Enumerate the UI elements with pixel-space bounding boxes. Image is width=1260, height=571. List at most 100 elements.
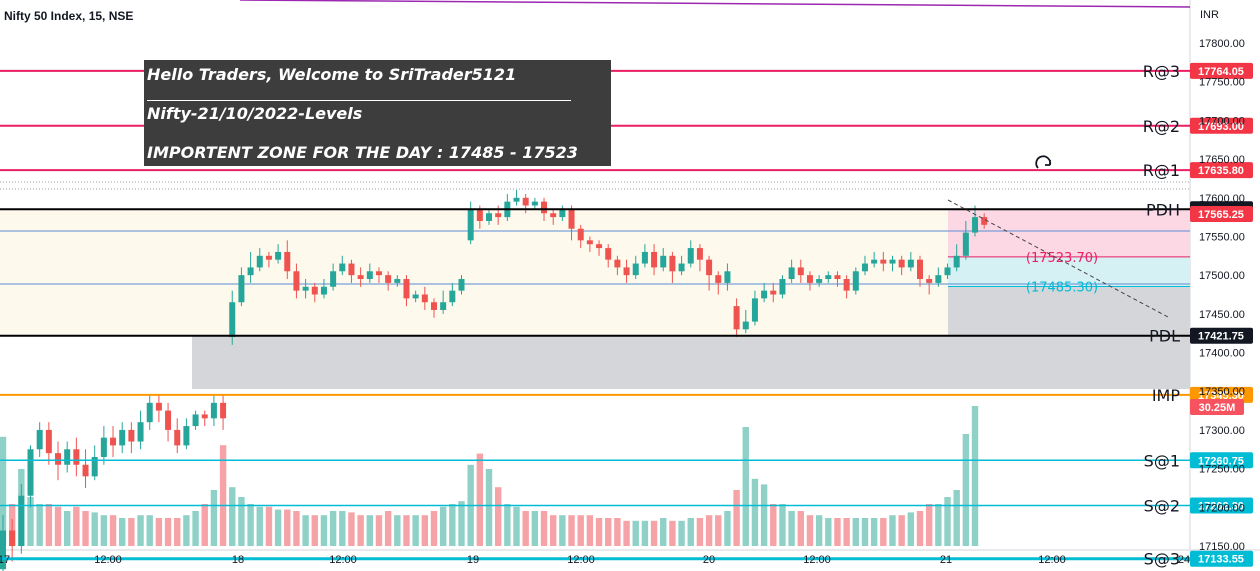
y-tick-label: 17700.00 bbox=[1199, 115, 1245, 127]
candle-body bbox=[293, 271, 300, 291]
volume-bar bbox=[375, 515, 383, 546]
volume-bar bbox=[870, 518, 878, 546]
candle-body bbox=[476, 209, 483, 221]
volume-bar bbox=[36, 504, 43, 546]
x-tick-label: 12:00 bbox=[803, 554, 831, 566]
volume-bar bbox=[825, 518, 832, 546]
candle-body bbox=[82, 464, 89, 477]
candle-body bbox=[348, 263, 355, 276]
candle-body bbox=[981, 217, 988, 225]
price-tag-s3: 17133.55 bbox=[1198, 554, 1244, 566]
y-tick-label: 17800.00 bbox=[1199, 38, 1245, 50]
price-tag-s2: 17202.30 bbox=[1198, 501, 1244, 513]
volume-bar bbox=[889, 515, 896, 546]
volume-bar bbox=[485, 469, 493, 546]
volume-bar bbox=[962, 434, 970, 546]
volume-bar bbox=[155, 518, 163, 546]
volume-bar bbox=[788, 511, 795, 546]
candle-body bbox=[825, 275, 832, 280]
candle-body bbox=[265, 255, 272, 260]
x-tick-label: 17 bbox=[0, 554, 10, 566]
y-tick-label: 17400.00 bbox=[1199, 348, 1245, 360]
volume-bar bbox=[531, 511, 539, 546]
candle-body bbox=[861, 263, 868, 272]
candle-body bbox=[55, 453, 62, 465]
volume-bar bbox=[770, 504, 777, 546]
level-label-imp: IMP bbox=[1152, 386, 1181, 405]
candle-body bbox=[330, 271, 337, 287]
y-tick-label: 17250.00 bbox=[1199, 464, 1245, 476]
candle-body bbox=[724, 271, 731, 283]
volume-bar bbox=[439, 506, 447, 546]
volume-bar bbox=[320, 515, 328, 546]
price-tag-bg bbox=[1190, 117, 1253, 134]
candle-body bbox=[935, 275, 942, 283]
x-tick-label: 12:00 bbox=[329, 554, 357, 566]
volume-bar bbox=[852, 518, 860, 546]
candle-body bbox=[375, 271, 382, 276]
candle-body bbox=[91, 457, 98, 477]
volume-bar bbox=[449, 504, 456, 546]
y-tick-label: 17200.00 bbox=[1199, 502, 1245, 514]
volume-bar bbox=[247, 504, 254, 546]
candle-body bbox=[449, 290, 456, 303]
candle-body bbox=[18, 495, 25, 546]
volume-bar bbox=[522, 511, 529, 546]
price-tag-bg bbox=[1190, 497, 1253, 514]
candle-body bbox=[495, 213, 502, 218]
candle-body bbox=[467, 209, 474, 241]
y-tick-label: 17150.00 bbox=[1199, 541, 1245, 553]
x-tick-label: 24 bbox=[1178, 554, 1190, 566]
candle-body bbox=[27, 449, 34, 496]
candle-body bbox=[220, 402, 227, 419]
candle-body bbox=[568, 209, 575, 229]
volume-bar bbox=[971, 406, 979, 546]
level-label-s3: S@3 bbox=[1144, 550, 1180, 569]
volume-bar bbox=[91, 512, 98, 546]
zone-label: (17485.30) bbox=[1026, 281, 1098, 296]
candle-body bbox=[806, 275, 813, 283]
candle-body bbox=[678, 263, 685, 272]
gap-zone bbox=[192, 335, 948, 389]
candle-body bbox=[944, 267, 951, 276]
volume-bar bbox=[944, 497, 951, 546]
volume-bar bbox=[540, 511, 548, 546]
volume-bar bbox=[513, 506, 520, 546]
candle-body bbox=[596, 244, 603, 249]
volume-bar bbox=[265, 506, 273, 546]
volume-bar bbox=[394, 515, 401, 546]
candle-body bbox=[366, 271, 373, 280]
zone-label: (17523.70) bbox=[1026, 251, 1098, 266]
candle-body bbox=[770, 290, 777, 295]
volume-bar bbox=[669, 520, 676, 546]
volume-tag-bg bbox=[1190, 399, 1244, 415]
volume-bar bbox=[293, 511, 300, 546]
candle-body bbox=[256, 255, 263, 268]
candle-body bbox=[421, 294, 428, 303]
x-tick-label: 20 bbox=[703, 554, 715, 566]
x-tick-label: 12:00 bbox=[1038, 554, 1066, 566]
volume-bar bbox=[806, 515, 814, 546]
volume-bar bbox=[733, 490, 740, 546]
volume-bar bbox=[137, 515, 144, 546]
candle-body bbox=[522, 197, 529, 206]
info-box: Hello Traders, Welcome to SriTrader5121 … bbox=[144, 60, 611, 166]
candle-body bbox=[641, 251, 648, 264]
volume-bar bbox=[815, 515, 823, 546]
candle-body bbox=[247, 267, 254, 276]
volume-bar bbox=[27, 497, 34, 546]
level-label-r1: R@1 bbox=[1143, 161, 1180, 180]
candle-body bbox=[9, 530, 16, 546]
level-label-r2: R@2 bbox=[1143, 117, 1180, 136]
candle-body bbox=[761, 290, 768, 299]
candle-body bbox=[550, 213, 557, 218]
candle-body bbox=[0, 530, 6, 570]
candle-body bbox=[898, 259, 905, 268]
x-tick-label: 12:00 bbox=[567, 554, 595, 566]
volume-bar bbox=[174, 518, 181, 546]
candle-body bbox=[953, 255, 960, 268]
candle-body bbox=[715, 275, 722, 283]
info-line-3: IMPORTENT ZONE FOR THE DAY : 17485 - 175… bbox=[147, 143, 578, 162]
candle-body bbox=[696, 248, 703, 260]
